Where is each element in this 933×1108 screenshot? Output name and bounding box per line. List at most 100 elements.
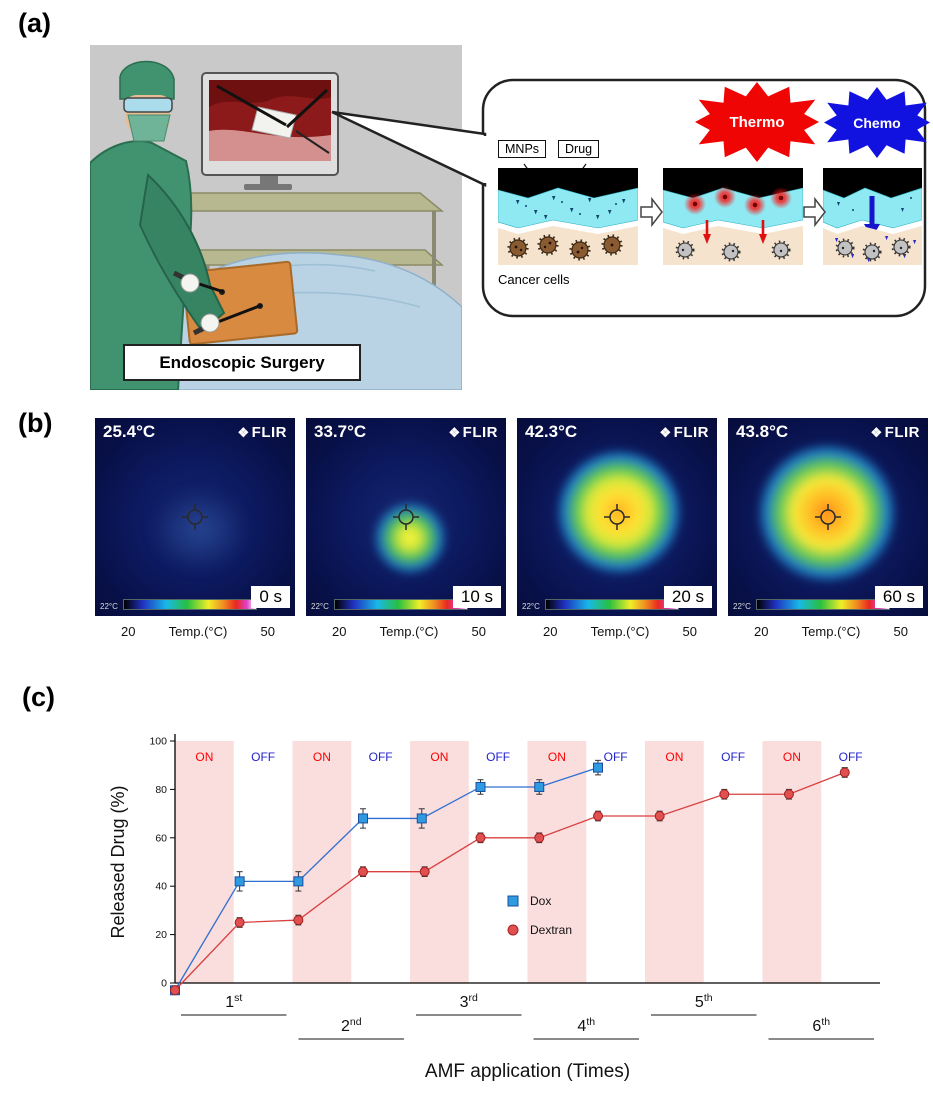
tissue-diagram-initial [498, 168, 638, 265]
block-arrow-icon [803, 197, 826, 227]
band-state-label: OFF [486, 750, 510, 764]
flir-text: FLIR [251, 424, 287, 441]
temperature-reading: 43.8°C [736, 422, 789, 441]
marker-dextran [593, 811, 603, 822]
temp-axis-max: 50 [471, 624, 486, 639]
temperature-scalebar [545, 599, 679, 610]
temp-axis-min: 20 [332, 624, 347, 639]
band-state-label: ON [783, 750, 801, 764]
mask [127, 114, 171, 142]
glove [180, 273, 200, 293]
amf-on-band [527, 741, 587, 983]
band-state-label: OFF [721, 750, 745, 764]
y-tick-label: 100 [149, 736, 167, 748]
thermal-axis-row: 20 Temp.(°C) 50 [95, 624, 295, 639]
marker-dox [234, 876, 245, 887]
thermal-axis-row: 20 Temp.(°C) 50 [728, 624, 928, 639]
crosshair-icon [815, 504, 841, 530]
marker-dox [593, 762, 603, 773]
series-line-dox [174, 767, 599, 991]
marker-dox [416, 813, 427, 824]
crosshair-icon [393, 504, 419, 530]
marker-dextran [234, 917, 245, 928]
flir-icon: ❖ [237, 425, 250, 440]
scalebar-min-label: 22°C [733, 602, 751, 611]
x-tick-label: 1st [225, 992, 242, 1011]
temperature-scalebar [123, 599, 257, 610]
thermal-axis-row: 20 Temp.(°C) 50 [306, 624, 506, 639]
thermal-image: 43.8°C ❖ FLIR 22°C 60 s [728, 418, 928, 616]
flir-text: FLIR [462, 424, 498, 441]
temp-axis-min: 20 [121, 624, 136, 639]
marker-dextran [719, 789, 730, 800]
temp-axis-min: 20 [754, 624, 769, 639]
flir-text: FLIR [884, 424, 920, 441]
temperature-scalebar [334, 599, 468, 610]
amf-on-band [292, 741, 352, 983]
thermal-image: 42.3°C ❖ FLIR 22°C 20 s [517, 418, 717, 616]
amf-on-band [175, 741, 234, 983]
goggles [123, 97, 173, 113]
crosshair-icon [604, 504, 630, 530]
temperature-reading: 33.7°C [314, 422, 367, 441]
temp-axis-min: 20 [543, 624, 558, 639]
time-label: 20 s [663, 586, 712, 608]
y-tick-label: 80 [155, 784, 167, 796]
thermo-burst: Thermo [695, 82, 819, 162]
flir-logo: ❖ FLIR [238, 424, 287, 441]
thermal-image: 25.4°C ❖ FLIR 22°C 0 s [95, 418, 295, 616]
temp-axis-max: 50 [682, 624, 697, 639]
scalebar-min-label: 22°C [522, 602, 540, 611]
marker-dox [475, 781, 486, 792]
heat-spot [150, 488, 250, 573]
x-tick-label: 5th [695, 992, 713, 1011]
amf-on-band [762, 741, 822, 983]
monitor [201, 72, 339, 190]
y-tick-label: 20 [155, 929, 167, 941]
band-state-label: ON [548, 750, 566, 764]
temp-axis-label: Temp.(°C) [379, 624, 439, 639]
flir-logo: ❖ FLIR [660, 424, 709, 441]
marker-dextran [475, 832, 486, 843]
marker-dextran [419, 866, 430, 877]
band-state-label: OFF [604, 750, 628, 764]
panel-c-label: (c) [22, 682, 55, 712]
marker-dextran [293, 915, 304, 926]
band-state-label: ON [665, 750, 683, 764]
x-axis-title: AMF application (Times) [425, 1061, 630, 1082]
time-label: 0 s [251, 586, 290, 608]
legend-marker [507, 924, 519, 936]
temp-axis-label: Temp.(°C) [801, 624, 861, 639]
cancer-cells-label: Cancer cells [498, 272, 570, 287]
marker-dextran [839, 767, 850, 778]
time-label: 60 s [874, 586, 923, 608]
time-label: 10 s [452, 586, 501, 608]
marker-dox [293, 876, 304, 887]
panel-a-label: (a) [18, 8, 51, 38]
band-state-label: OFF [251, 750, 275, 764]
surgery-scene-illustration [90, 45, 462, 390]
flir-text: FLIR [673, 424, 709, 441]
marker-dextran [534, 832, 545, 843]
x-tick-label: 2nd [341, 1016, 362, 1035]
band-state-label: ON [195, 750, 213, 764]
legend-label: Dox [530, 894, 551, 908]
chemo-burst-label: Chemo [853, 114, 901, 131]
x-tick-label: 3rd [460, 992, 478, 1011]
temp-axis-label: Temp.(°C) [168, 624, 228, 639]
legend-marker [507, 895, 519, 907]
band-state-label: OFF [369, 750, 393, 764]
glove [200, 313, 220, 333]
marker-dextran [783, 789, 794, 800]
thermo-burst-label: Thermo [729, 113, 785, 131]
flir-icon: ❖ [659, 425, 672, 440]
band-state-label: ON [313, 750, 331, 764]
panel-b-label: (b) [18, 408, 53, 438]
marker-dextran [170, 985, 180, 996]
marker-dextran [358, 866, 368, 877]
series-line-dextran [174, 771, 845, 991]
x-tick-label: 4th [577, 1016, 595, 1035]
marker-dox [534, 781, 545, 792]
band-state-label: ON [430, 750, 448, 764]
y-tick-label: 0 [161, 978, 167, 990]
